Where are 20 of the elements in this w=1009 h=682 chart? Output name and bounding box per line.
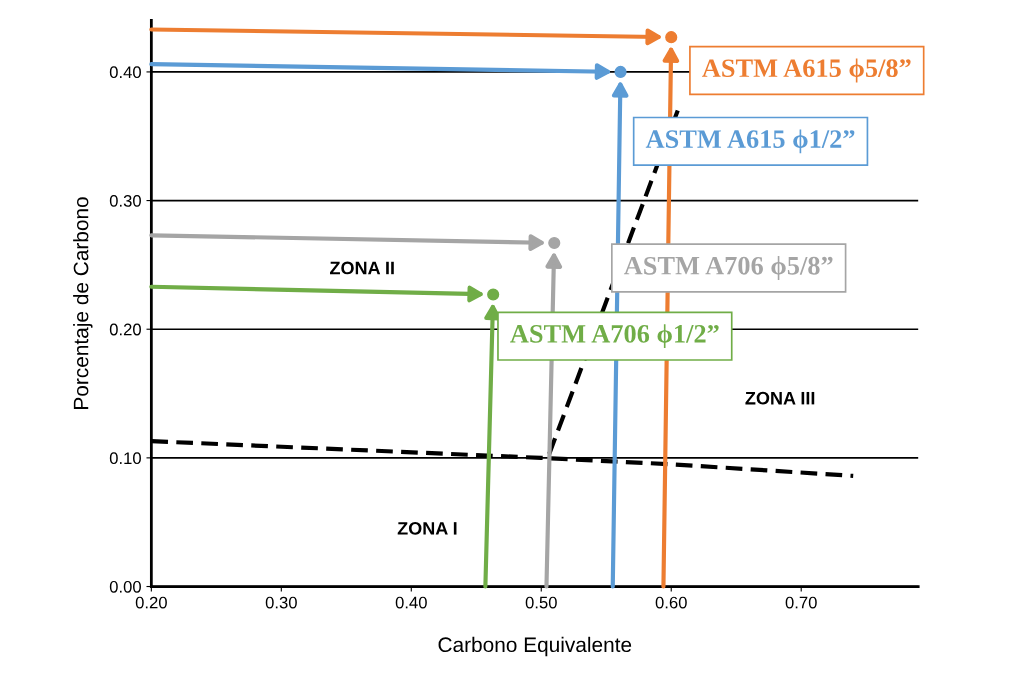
text: ASTM A706 ϕ5/8” [623, 256, 833, 280]
y-tick-label: 0.10 [109, 452, 141, 465]
y-tick-label: 0.20 [109, 323, 141, 336]
x-tick-label: 0.40 [395, 596, 427, 609]
x-tick-label: 0.60 [655, 596, 687, 609]
text: ASTM A615 ϕ1/2” [645, 129, 855, 154]
y-tick-label: 0.40 [109, 66, 141, 79]
annotation: ZONA II [330, 261, 394, 275]
x-tick-label: 0.70 [785, 596, 817, 609]
series-label: ASTM A706 ϕ1/2” [510, 324, 719, 349]
legend-label: ASTM A615 ϕ5/8” [702, 58, 911, 83]
annotation: ZONA I [397, 521, 457, 535]
x-axis-title: Carbono Equivalente [438, 636, 632, 657]
y-axis-title: Porcentaje de Carbono [73, 197, 93, 409]
x-tick-label: 0.30 [265, 596, 297, 609]
x-tick-label: 0.50 [525, 596, 557, 609]
y-tick-label: 0.30 [109, 194, 141, 207]
annotation: ZONA III [745, 391, 815, 405]
y-tick-label: 0.00 [109, 580, 141, 593]
x-tick-label: 0.20 [135, 596, 167, 609]
